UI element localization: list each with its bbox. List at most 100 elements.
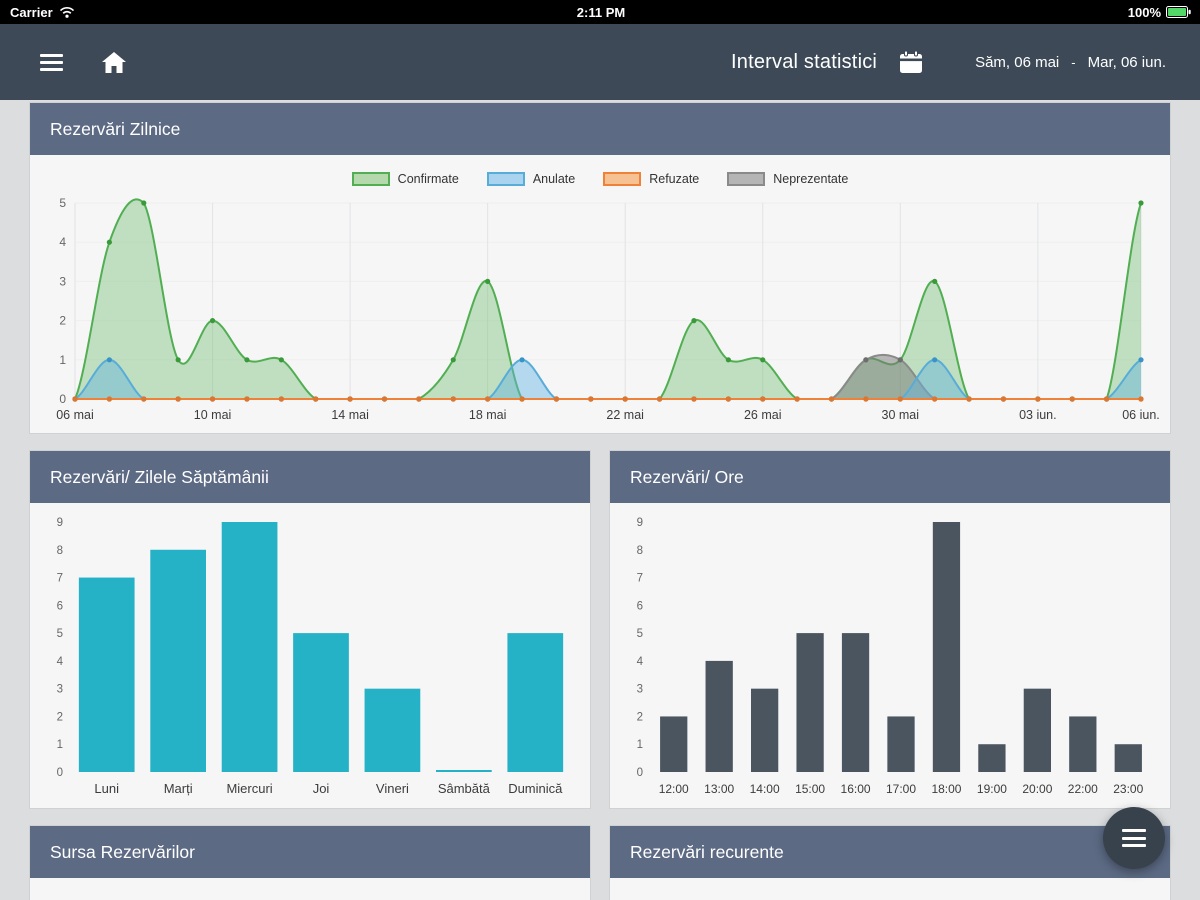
battery-percent: 100% [1127,4,1161,20]
nav-title-group: Interval statistici [731,42,931,82]
legend-swatch-refuzate [603,172,642,186]
svg-text:03 iun.: 03 iun. [1019,408,1057,422]
legend-swatch-confirmate [351,172,390,186]
panel-daily-reservations: Rezervări Zilnice Confirmate Anulate Ref… [30,103,1170,433]
menu-button[interactable] [34,44,69,81]
svg-text:18:00: 18:00 [931,782,961,796]
panel-weekday-title: Rezervări/ Zilele Săptămânii [50,466,269,487]
svg-text:2: 2 [637,711,643,723]
svg-text:22:00: 22:00 [1068,782,1098,796]
svg-text:Marți: Marți [164,781,193,796]
svg-text:8: 8 [637,545,643,557]
svg-text:8: 8 [57,545,63,557]
charts-row: Rezervări/ Zilele Săptămânii 0 1 2 3 4 5 6 7 8 9 L… [30,451,1170,808]
svg-text:Vineri: Vineri [376,781,409,796]
svg-text:3: 3 [59,274,66,288]
svg-text:10 mai: 10 mai [194,408,232,422]
svg-text:23:00: 23:00 [1113,782,1143,796]
svg-text:18 mai: 18 mai [469,408,507,422]
panel-weekday-header: Rezervări/ Zilele Săptămânii [30,451,590,503]
panel-recurring-header: Rezervări recurente [610,826,1170,878]
svg-text:5: 5 [57,628,63,640]
date-range-start[interactable]: Săm, 06 mai [975,53,1060,71]
home-button[interactable] [95,45,133,80]
svg-text:9: 9 [57,517,63,529]
calendar-button[interactable] [891,42,931,82]
svg-text:6: 6 [637,600,643,612]
svg-text:1: 1 [637,739,643,751]
panel-hours-header: Rezervări/ Ore [610,451,1170,503]
weekday-reservations-chart[interactable]: 0 1 2 3 4 5 6 7 8 9 Luni Marți Miercuri Joi Vineri Sâmb… [37,508,583,804]
fab-menu-button[interactable] [1103,807,1165,869]
hours-reservations-chart[interactable]: 0 1 2 3 4 5 6 7 8 9 12:00 13:00 14:00 15:00 16:00 17:00… [617,508,1163,804]
svg-text:Duminică: Duminică [508,781,563,796]
home-icon [102,51,126,73]
svg-text:0: 0 [59,392,66,406]
svg-text:9: 9 [637,517,643,529]
svg-text:4: 4 [59,235,66,249]
panel-recurring-title: Rezervări recurente [630,841,784,862]
svg-text:7: 7 [57,573,63,585]
content-area: Rezervări Zilnice Confirmate Anulate Ref… [0,103,1200,900]
panel-daily-header: Rezervări Zilnice [30,103,1170,155]
legend-swatch-anulate [486,172,525,186]
page-title: Interval statistici [730,50,878,73]
calendar-icon [900,50,923,73]
panel-hours-body: 0 1 2 3 4 5 6 7 8 9 12:00 13:00 14:00 15:00 16:00 17:00… [610,503,1170,808]
legend-label-neprezentate: Neprezentate [773,172,849,186]
svg-text:1: 1 [57,739,63,751]
nav-bar: Interval statistici Săm, 06 mai - Mar, 0… [0,24,1200,100]
svg-text:Sâmbătă: Sâmbătă [438,781,491,796]
panel-weekday-body: 0 1 2 3 4 5 6 7 8 9 Luni Marți Miercuri Joi Vineri Sâmb… [30,503,590,808]
svg-text:5: 5 [59,196,66,210]
legend-swatch-neprezentate [727,172,766,186]
legend-label-refuzate: Refuzate [649,172,700,186]
date-range-end[interactable]: Mar, 06 iun. [1087,53,1166,71]
clock: 2:11 PM [576,4,626,20]
daily-reservations-chart[interactable]: 0 1 2 3 4 5 06 mai 10 mai 14 mai 18 mai 22 mai 26 m… [37,189,1163,429]
svg-text:15:00: 15:00 [795,782,825,796]
svg-text:06 mai: 06 mai [56,408,94,422]
svg-text:14 mai: 14 mai [331,408,369,422]
menu-icon [40,50,63,75]
panel-reservation-source: Sursa Rezervărilor [30,826,590,900]
date-range-separator: - [1071,54,1076,70]
svg-text:30 mai: 30 mai [882,408,920,422]
svg-text:13:00: 13:00 [704,782,734,796]
legend-item-refuzate[interactable]: Refuzate [603,172,699,186]
chart-legend: Confirmate Anulate Refuzate Neprezentate [30,155,1170,189]
svg-text:14:00: 14:00 [750,782,780,796]
svg-text:20:00: 20:00 [1022,782,1052,796]
wifi-icon [59,7,74,18]
svg-text:0: 0 [637,767,643,779]
svg-text:3: 3 [637,684,643,696]
date-range: Săm, 06 mai - Mar, 06 iun. [975,54,1166,71]
panel-source-body [30,878,590,900]
svg-text:Joi: Joi [313,781,330,796]
svg-text:17:00: 17:00 [886,782,916,796]
carrier-label: Carrier [10,4,53,20]
svg-text:2: 2 [59,314,66,328]
legend-item-confirmate[interactable]: Confirmate [351,172,459,186]
panel-source-header: Sursa Rezervărilor [30,826,590,878]
panel-recurring-body [610,878,1170,900]
legend-item-anulate[interactable]: Anulate [486,172,575,186]
svg-text:Luni: Luni [94,781,119,796]
svg-text:1: 1 [59,353,66,367]
panel-hours-title: Rezervări/ Ore [630,466,744,487]
panel-hours-reservations: Rezervări/ Ore 0 1 2 3 4 5 6 7 8 9 12:00 13:00 14:00… [610,451,1170,808]
panel-source-title: Sursa Rezervărilor [50,841,195,862]
panel-daily-body: Confirmate Anulate Refuzate Neprezentate [30,155,1170,433]
bottom-row: Sursa Rezervărilor Rezervări recurente [30,826,1170,900]
status-bar: Carrier 2:11 PM 100% [0,0,1200,24]
battery-icon [1166,6,1191,18]
svg-text:19:00: 19:00 [977,782,1007,796]
svg-text:6: 6 [57,600,63,612]
legend-item-neprezentate[interactable]: Neprezentate [727,172,848,186]
svg-text:7: 7 [637,573,643,585]
svg-text:Miercuri: Miercuri [226,781,272,796]
svg-text:06 iun.: 06 iun. [1122,408,1160,422]
fab-menu-icon [1122,825,1146,852]
svg-text:26 mai: 26 mai [744,408,782,422]
panel-weekday-reservations: Rezervări/ Zilele Săptămânii 0 1 2 3 4 5 6 7 8 9 L… [30,451,590,808]
